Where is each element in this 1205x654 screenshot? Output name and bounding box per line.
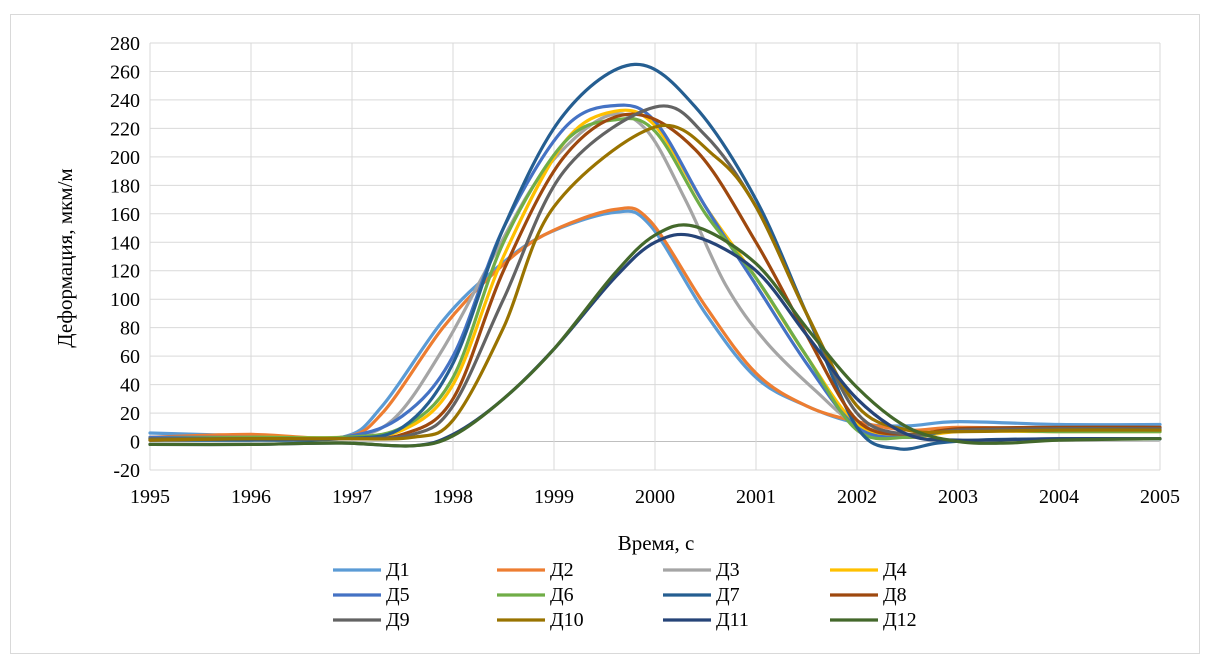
x-tick-label: 1998	[433, 486, 473, 508]
legend-label: Д1	[386, 559, 410, 581]
legend-label: Д5	[386, 584, 410, 606]
y-tick-label: 160	[110, 204, 140, 226]
y-tick-label: 60	[120, 346, 140, 368]
legend-label: Д3	[716, 559, 740, 581]
series-line-12	[148, 223, 1162, 448]
legend-label: Д6	[550, 584, 574, 606]
legend-label: Д10	[550, 609, 584, 631]
y-tick-labels: -20 0 20 40 60 80 100 120 140 160 180 200 220 240 260 2…	[110, 33, 140, 482]
y-tick-label: 0	[130, 432, 140, 454]
legend-label: Д2	[550, 559, 574, 581]
y-tick-label: -20	[113, 460, 140, 482]
y-tick-label: 220	[110, 118, 140, 140]
y-tick-label: 240	[110, 90, 140, 112]
series-lines	[148, 62, 1162, 451]
y-tick-label: 260	[110, 61, 140, 83]
y-tick-label: 100	[110, 289, 140, 311]
gridlines	[149, 42, 1161, 471]
y-tick-label: 140	[110, 232, 140, 254]
x-tick-label: 1997	[332, 486, 372, 508]
y-tick-label: 280	[110, 33, 140, 55]
y-tick-label: 120	[110, 261, 140, 283]
series-line-10	[148, 123, 1162, 442]
y-tick-label: 20	[120, 403, 140, 425]
series-line-2	[148, 206, 1162, 440]
x-tick-label: 2000	[635, 486, 675, 508]
line-chart: -20 0 20 40 60 80 100 120 140 160 180 200 220 240 260 2…	[53, 33, 1180, 631]
x-tick-label: 2001	[736, 486, 776, 508]
y-tick-label: 200	[110, 147, 140, 169]
legend-label: Д11	[716, 609, 749, 631]
series-line-1	[148, 209, 1162, 441]
x-tick-label: 2003	[938, 486, 978, 508]
legend-label: Д9	[386, 609, 410, 631]
x-tick-label: 1996	[231, 486, 271, 508]
y-tick-label: 80	[120, 318, 140, 340]
x-tick-labels: 1995 1996 1997 1998 1999 2000 2001 2002 2003 2004…	[130, 486, 1180, 508]
x-tick-label: 2005	[1140, 486, 1180, 508]
legend-label: Д8	[883, 584, 907, 606]
x-tick-label: 2004	[1039, 486, 1079, 508]
x-tick-label: 2002	[837, 486, 877, 508]
legend-label: Д4	[883, 559, 907, 581]
y-axis-label: Деформация, мкм/м	[53, 168, 77, 347]
legend: Д1 Д2 Д3 Д4 Д5 Д6 Д7 Д8 Д9 Д10 Д11 Д12	[333, 559, 917, 631]
x-tick-label: 1999	[534, 486, 574, 508]
legend-label: Д12	[883, 609, 917, 631]
x-tick-label: 1995	[130, 486, 170, 508]
y-tick-label: 40	[120, 375, 140, 397]
legend-label: Д7	[716, 584, 740, 606]
y-tick-label: 180	[110, 175, 140, 197]
x-axis-label: Время, с	[618, 531, 695, 555]
series-line-7	[148, 62, 1162, 451]
